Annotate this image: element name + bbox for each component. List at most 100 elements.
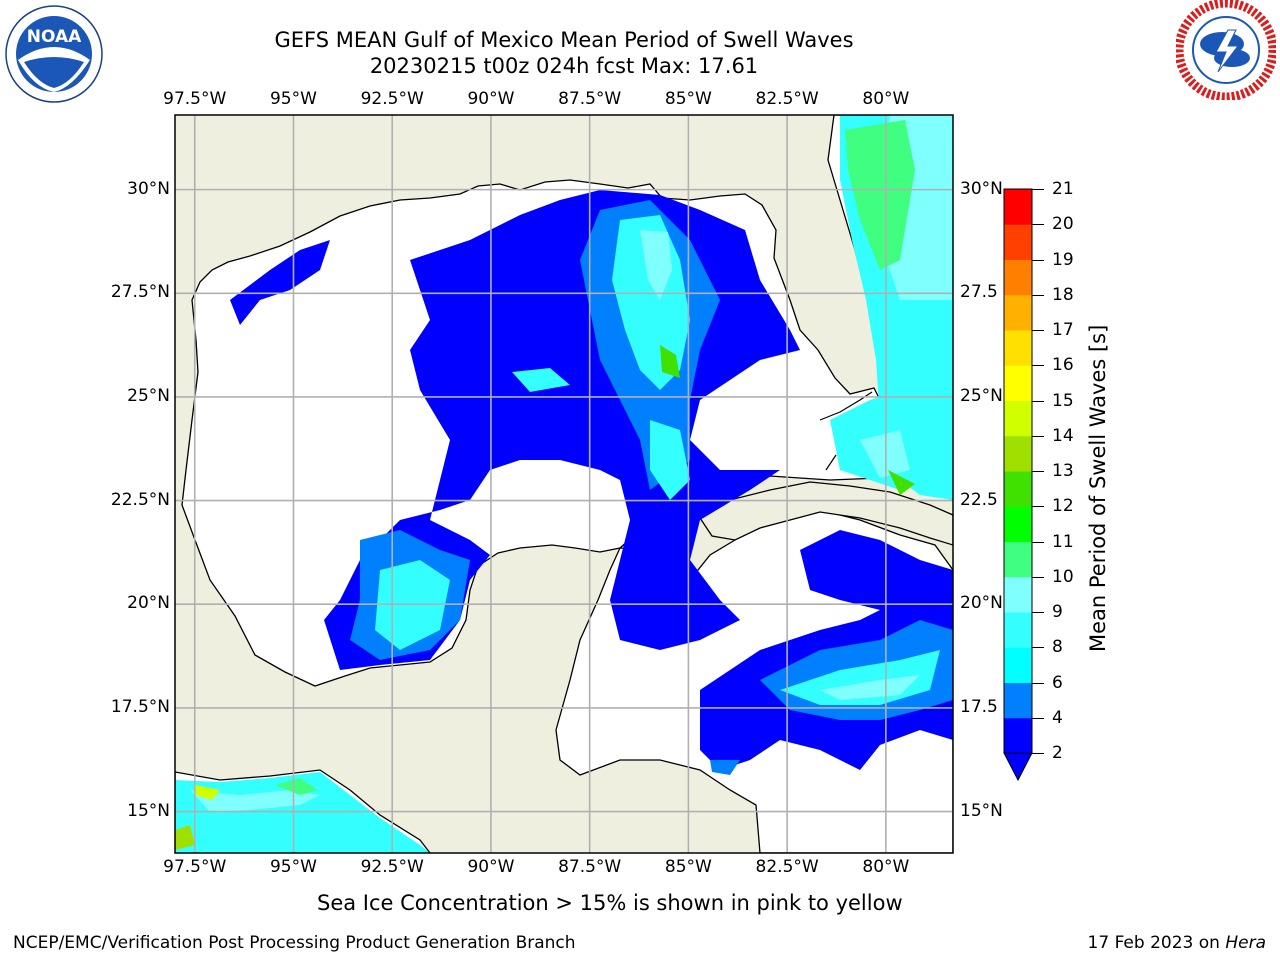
colorbar-swatch	[1004, 682, 1032, 719]
colorbar-tick-label: 16	[1052, 355, 1074, 376]
latitude-tick-label: 30°N	[127, 178, 170, 199]
longitude-tick-label: 82.5°W	[755, 857, 819, 877]
colorbar-tick-label: 20	[1052, 214, 1074, 235]
colorbar-tick-label: 19	[1052, 249, 1074, 270]
colorbar-tick-label: 9	[1052, 602, 1063, 622]
colorbar-tick-label: 2	[1052, 743, 1063, 763]
colorbar-swatch	[1004, 647, 1032, 683]
latitude-tick-label: 27.5°N	[110, 282, 170, 303]
colorbar-swatch	[1004, 717, 1032, 754]
colorbar-tick-mark	[1032, 224, 1044, 226]
latitude-tick-label: 15°N	[960, 800, 1003, 821]
cuba-land	[697, 481, 953, 546]
colorbar-tick-mark	[1032, 259, 1044, 261]
colorbar	[1003, 188, 1033, 782]
colorbar-tick-label: 10	[1052, 566, 1074, 587]
colorbar-under-triangle	[1003, 752, 1033, 782]
map-gridlines	[175, 115, 953, 853]
latitude-tick-label: 17.5	[960, 696, 998, 717]
latitude-tick-label: 17.5°N	[110, 696, 170, 717]
florida-keys	[819, 391, 873, 471]
longitude-tick-label: 87.5°W	[558, 857, 622, 877]
colorbar-swatch	[1004, 294, 1032, 331]
colorbar-tick-mark	[1032, 400, 1044, 402]
latitude-tick-label: 27.5	[960, 282, 998, 303]
colorbar-tick-label: 6	[1052, 672, 1063, 693]
latitude-tick-label: 30°N	[960, 178, 1003, 199]
swell-period-field	[175, 115, 953, 853]
colorbar-swatch	[1004, 330, 1032, 366]
longitude-tick-label: 90°W	[467, 89, 515, 109]
colorbar-swatch	[1004, 224, 1032, 260]
colorbar-swatch	[1004, 541, 1032, 578]
longitude-tick-label: 92.5°W	[360, 89, 424, 109]
colorbar-tick-mark	[1032, 753, 1044, 754]
colorbar-tick-mark	[1032, 682, 1044, 684]
longitude-tick-label: 92.5°W	[360, 857, 424, 877]
colorbar-swatch	[1004, 259, 1032, 296]
longitude-tick-label: 90°W	[467, 857, 515, 877]
colorbar-tick-label: 4	[1052, 707, 1063, 728]
colorbar-swatch	[1004, 400, 1032, 437]
latitude-tick-label: 20°N	[127, 593, 170, 614]
longitude-tick-label: 87.5°W	[558, 89, 622, 109]
colorbar-tick-label: 12	[1052, 496, 1074, 517]
longitude-tick-label: 85°W	[664, 89, 712, 109]
longitude-tick-label: 95°W	[269, 89, 317, 109]
longitude-tick-label: 82.5°W	[755, 89, 819, 109]
nws-logo-icon	[1174, 0, 1278, 102]
colorbar-tick-mark	[1032, 330, 1044, 331]
noaa-logo-text: NOAA	[27, 27, 82, 47]
colorbar-swatch	[1004, 576, 1032, 613]
colorbar-tick-label: 21	[1052, 179, 1074, 199]
colorbar-tick-label: 13	[1052, 461, 1074, 481]
footer-machine: Hera	[1225, 933, 1266, 953]
longitude-tick-label: 85°W	[664, 857, 712, 877]
colorbar-tick-mark	[1032, 435, 1044, 437]
colorbar-swatch	[1004, 189, 1032, 225]
footer-date: 17 Feb 2023 on Hera	[1088, 933, 1266, 953]
colorbar-tick-mark	[1032, 717, 1044, 719]
footer-organization: NCEP/EMC/Verification Post Processing Pr…	[13, 933, 576, 953]
colorbar-tick-mark	[1032, 506, 1044, 508]
latitude-tick-label: 20°N	[960, 593, 1003, 614]
colorbar-tick-mark	[1032, 541, 1044, 543]
latitude-tick-label: 25°N	[127, 385, 170, 406]
latitude-tick-label: 22.5	[960, 489, 998, 510]
colorbar-tick-label: 15	[1052, 390, 1074, 411]
colorbar-tick-label: 17	[1052, 320, 1074, 340]
noaa-logo: NOAA	[4, 4, 104, 104]
longitude-tick-label: 97.5°W	[163, 89, 227, 109]
nws-logo	[1174, 0, 1278, 102]
colorbar-swatch	[1004, 471, 1032, 507]
map-frame	[174, 114, 954, 854]
title-line-2: 20230215 t00z 024h fcst Max: 17.61	[369, 54, 759, 78]
colorbar-swatch	[1004, 365, 1032, 401]
colorbar-tick-label: 14	[1052, 425, 1074, 446]
latitude-tick-label: 15°N	[127, 800, 170, 821]
colorbar-tick-label: 8	[1052, 637, 1063, 658]
footer-date-text: 17 Feb 2023 on	[1087, 933, 1226, 953]
colorbar-tick-mark	[1032, 576, 1044, 578]
longitude-tick-label: 97.5°W	[163, 857, 227, 877]
colorbar-swatch	[1004, 435, 1032, 472]
colorbar-tick-mark	[1032, 294, 1044, 296]
colorbar-swatch	[1004, 506, 1032, 542]
colorbar-tick-mark	[1032, 365, 1044, 367]
colorbar-tick-mark	[1032, 647, 1044, 649]
colorbar-tick-mark	[1032, 471, 1044, 472]
colorbar-tick-label: 18	[1052, 284, 1074, 305]
sea-ice-note: Sea Ice Concentration > 15% is shown in …	[317, 891, 903, 915]
noaa-logo-icon: NOAA	[5, 5, 103, 103]
latitude-tick-label: 25°N	[960, 385, 1003, 406]
colorbar-tick-mark	[1032, 189, 1044, 190]
colorbar-swatch	[1004, 612, 1032, 648]
longitude-tick-label: 80°W	[862, 89, 910, 109]
colorbar-tick-label: 11	[1052, 531, 1074, 552]
colorbar-label: Mean Period of Swell Waves [s]	[1086, 324, 1110, 652]
longitude-tick-label: 95°W	[269, 857, 317, 877]
longitude-tick-label: 80°W	[862, 857, 910, 877]
latitude-tick-label: 22.5°N	[110, 489, 170, 510]
title-line-1: GEFS MEAN Gulf of Mexico Mean Period of …	[274, 28, 854, 52]
